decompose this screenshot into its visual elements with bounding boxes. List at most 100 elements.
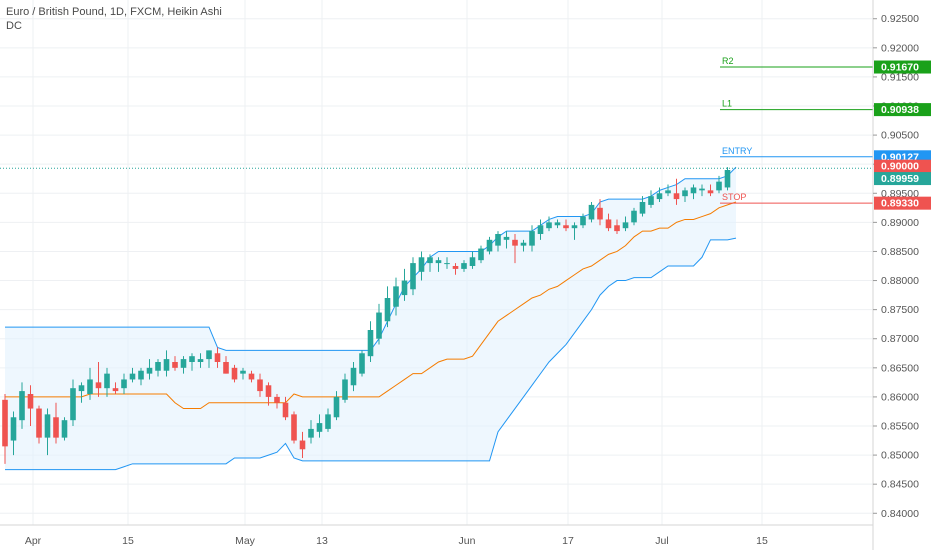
price-tag-label-stop: 0.89330 bbox=[881, 198, 919, 210]
candle-bull bbox=[690, 187, 697, 194]
candle-bull bbox=[435, 260, 442, 264]
y-tick-label: 0.90500 bbox=[881, 130, 919, 142]
x-tick-label: 15 bbox=[756, 535, 768, 547]
y-tick-label: 0.92500 bbox=[881, 13, 919, 25]
y-tick-label: 0.87000 bbox=[881, 333, 919, 345]
candle-bull bbox=[410, 263, 416, 290]
y-tick-label: 0.89000 bbox=[881, 217, 919, 229]
y-tick-label: 0.85500 bbox=[881, 421, 919, 433]
candle-bear bbox=[95, 382, 102, 389]
candle-bull bbox=[656, 193, 663, 200]
x-tick-label: Jul bbox=[655, 535, 668, 547]
level-label-entry: ENTRY bbox=[722, 146, 752, 156]
candle-bull bbox=[197, 359, 204, 362]
candle-bull bbox=[427, 257, 433, 264]
candle-bear bbox=[563, 225, 569, 229]
price-tag-label-l1: 0.90938 bbox=[881, 104, 919, 116]
candle-bull bbox=[546, 222, 552, 229]
candle-bear bbox=[299, 440, 306, 450]
candle-bull bbox=[393, 286, 399, 307]
candle-bear bbox=[512, 239, 518, 246]
candle-bear bbox=[265, 385, 272, 397]
candle-bull bbox=[486, 239, 493, 252]
candle-bull bbox=[384, 298, 391, 322]
candle-bull bbox=[104, 373, 110, 389]
candle-bear bbox=[214, 353, 221, 362]
candle-bull bbox=[503, 236, 510, 240]
candle-bear bbox=[2, 399, 8, 447]
y-tick-label: 0.86000 bbox=[881, 391, 919, 403]
candle-bull bbox=[554, 222, 561, 226]
candle-bull bbox=[163, 359, 170, 371]
x-tick-label: Jun bbox=[459, 535, 476, 547]
price-tag-r2 bbox=[874, 60, 931, 74]
candle-bear bbox=[282, 402, 289, 418]
x-tick-label: 15 bbox=[122, 535, 134, 547]
candle-bull bbox=[350, 367, 357, 386]
price-tag-label-r2: 0.91670 bbox=[881, 62, 919, 74]
candle-bear bbox=[248, 373, 255, 380]
candle-bull bbox=[444, 263, 450, 265]
level-label-l1: L1 bbox=[722, 99, 732, 109]
candle-bull bbox=[367, 330, 374, 357]
level-label-r2: R2 bbox=[722, 56, 734, 66]
candle-bull bbox=[70, 388, 76, 421]
candle-bull bbox=[189, 356, 195, 362]
candle-bull bbox=[724, 170, 731, 188]
candles bbox=[2, 167, 731, 464]
candle-bull bbox=[308, 428, 314, 438]
candle-bear bbox=[257, 379, 263, 392]
candle-bull bbox=[401, 280, 408, 296]
candle-bull bbox=[520, 242, 527, 246]
x-tick-label: 17 bbox=[562, 535, 574, 547]
candle-bull bbox=[461, 263, 467, 269]
candle-bull bbox=[206, 350, 212, 360]
candle-bull bbox=[478, 248, 484, 261]
donchian-fill bbox=[5, 167, 736, 470]
candle-bull bbox=[146, 367, 153, 374]
candle-bull bbox=[342, 379, 348, 400]
x-tick-label: May bbox=[235, 535, 256, 547]
candle-bear bbox=[673, 193, 680, 200]
candle-bull bbox=[682, 190, 688, 197]
candle-bull bbox=[121, 379, 127, 389]
y-tick-label: 0.88500 bbox=[881, 246, 919, 258]
price-tag-l1 bbox=[874, 103, 931, 117]
candle-bull bbox=[580, 216, 586, 226]
candle-bull bbox=[240, 370, 246, 374]
y-tick-label: 0.88000 bbox=[881, 275, 919, 287]
candle-bull bbox=[418, 257, 425, 272]
candle-bull bbox=[19, 391, 25, 421]
candle-bull bbox=[622, 222, 629, 229]
candle-bear bbox=[605, 219, 612, 229]
candle-bear bbox=[291, 414, 297, 441]
price-tag-current-0 bbox=[874, 159, 931, 173]
y-tick-label: 0.92000 bbox=[881, 42, 919, 54]
candle-bear bbox=[231, 367, 238, 380]
y-axis-labels: 0.925000.920000.915000.910000.905000.900… bbox=[873, 13, 919, 520]
donchian-mid-line bbox=[5, 201, 737, 410]
x-axis-labels: Apr 15 May 13 Jun 17 Jul 15 bbox=[25, 535, 768, 547]
candle-bull bbox=[588, 204, 595, 220]
candle-bull bbox=[631, 210, 637, 223]
candle-bull bbox=[359, 353, 365, 374]
candle-bull bbox=[87, 379, 93, 394]
candle-bull bbox=[129, 373, 136, 380]
candle-bull bbox=[61, 420, 68, 438]
candle-bull bbox=[10, 417, 17, 441]
candle-bull bbox=[699, 188, 705, 191]
candle-bull bbox=[537, 225, 544, 234]
level-label-stop: STOP bbox=[722, 192, 746, 202]
candle-bull bbox=[495, 234, 501, 246]
y-tick-label: 0.86500 bbox=[881, 362, 919, 374]
chart-legend: Euro / British Pound, 1D, FXCM, Heikin A… bbox=[6, 5, 222, 33]
candle-bull bbox=[316, 423, 323, 432]
donchian-lower-line bbox=[5, 237, 737, 471]
candle-bull bbox=[333, 396, 340, 418]
candle-bull bbox=[138, 370, 144, 380]
y-tick-label: 0.84000 bbox=[881, 508, 919, 520]
y-tick-label: 0.87500 bbox=[881, 304, 919, 316]
price-tag-label-current-1: 0.89959 bbox=[881, 173, 919, 185]
candle-bear bbox=[597, 207, 603, 220]
